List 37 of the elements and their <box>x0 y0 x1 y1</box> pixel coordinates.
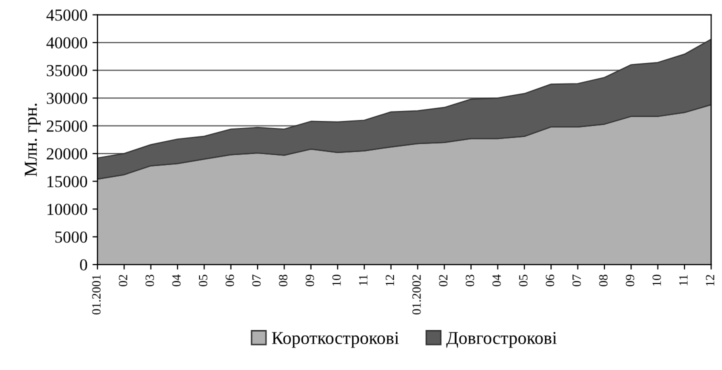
y-tick-label: 15000 <box>48 176 88 188</box>
y-tick-label: 5000 <box>55 232 88 243</box>
y-tick-label: 0 <box>80 259 88 270</box>
y-tick-label: 10000 <box>48 204 88 215</box>
x-tick-label: 07 <box>572 274 581 286</box>
x-tick-label: 08 <box>278 274 288 286</box>
x-tick-label: 06 <box>226 274 234 286</box>
x-tick-label: 02 <box>118 274 128 286</box>
y-tick-label: 20000 <box>46 148 88 160</box>
x-tick-label: 01.2001 <box>92 275 101 314</box>
x-tick-label: 10 <box>652 274 661 286</box>
x-tick-label: 02 <box>439 274 448 286</box>
x-tick-label: 08 <box>599 274 608 286</box>
x-tick-label: 07 <box>252 274 261 286</box>
x-tick-label: 04 <box>492 274 501 286</box>
x-tick-label: 01.2002 <box>412 274 421 314</box>
x-tick-label: 12 <box>386 274 394 286</box>
y-tick-label: 35000 <box>46 65 88 76</box>
x-tick-label: 06 <box>546 274 554 286</box>
y-tick-label: 40000 <box>46 37 88 48</box>
x-tick-label: 11 <box>359 275 368 286</box>
x-tick-label: 11 <box>679 275 688 286</box>
x-tick-label: 04 <box>172 274 181 286</box>
x-tick-label: 10 <box>332 274 341 286</box>
x-tick-label: 09 <box>626 274 634 286</box>
x-tick-label: 09 <box>306 274 314 286</box>
x-tick-label: 03 <box>146 274 154 286</box>
y-tick-label: 45000 <box>46 10 88 21</box>
legend-label: Довгострокові <box>446 332 557 348</box>
y-tick-label: 25000 <box>46 120 88 132</box>
legend-label: Короткострокові <box>272 332 399 348</box>
x-tick-label: 12 <box>706 274 714 286</box>
y-tick-label: 30000 <box>46 92 88 104</box>
x-tick-label: 05 <box>519 274 528 286</box>
x-tick-label: 05 <box>198 274 208 286</box>
y-axis-title: Млн. грн. <box>24 104 41 176</box>
x-tick-label: 03 <box>466 274 474 286</box>
